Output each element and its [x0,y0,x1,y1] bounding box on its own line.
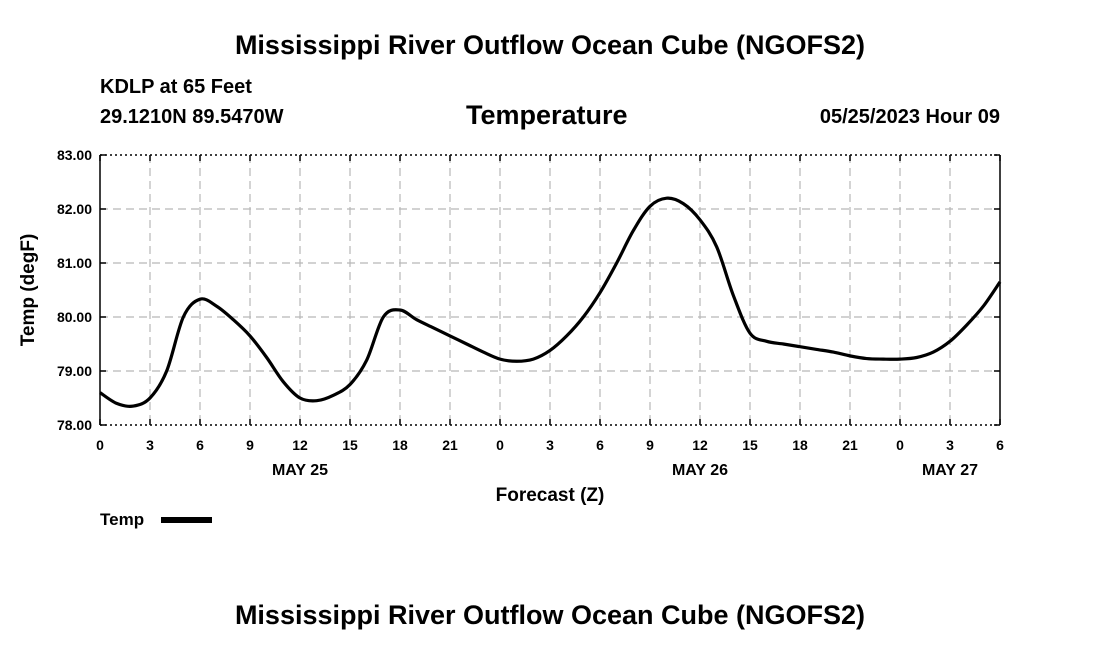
station-coordinates: 29.1210N 89.5470W [100,106,284,128]
axis-layer [99,154,1001,426]
series-line-temp [99,196,1002,408]
x-axis-title: Forecast (Z) [496,485,605,506]
date-label: MAY 26 [672,462,728,479]
x-tick-label: 0 [496,437,504,453]
date-label: MAY 25 [272,462,328,479]
y-axis-title: Temp (degF) [18,234,39,347]
grid-layer [100,155,1000,425]
x-tick-label: 21 [842,437,858,453]
x-tick-label: 15 [342,437,358,453]
x-tick-label: 6 [196,437,204,453]
x-tick-label: 0 [96,437,104,453]
legend-layer: Temp [100,510,212,529]
page-title-bottom: Mississippi River Outflow Ocean Cube (NG… [234,600,866,630]
legend-label: Temp [100,510,144,529]
station-label: KDLP at 65 Feet [100,76,252,98]
x-tick-label: 0 [896,437,904,453]
y-tick-label: 82.00 [57,201,92,217]
temperature-chart: 78.00 79.00 80.00 81.00 82.00 83.00 0 3 6 9 12 15 18… [18,147,1004,529]
x-tick-label: 3 [946,437,954,453]
x-tick-label: 12 [692,437,708,453]
y-tick-label: 83.00 [57,147,92,163]
series-layer [99,196,1002,408]
x-tick-label: 9 [646,437,654,453]
page-title: Mississippi River Outflow Ocean Cube (NG… [234,30,866,60]
x-tick-label: 21 [442,437,458,453]
x-tick-label: 3 [546,437,554,453]
x-tick-label: 9 [246,437,254,453]
x-tick-label: 12 [292,437,308,453]
x-tick-label: 6 [596,437,604,453]
y-tick-label: 79.00 [57,363,92,379]
y-tick-label: 80.00 [57,309,92,325]
chart-title: Temperature [466,100,628,130]
label-layer: 78.00 79.00 80.00 81.00 82.00 83.00 0 3 6 9 12 15 18… [18,147,1004,506]
x-tick-label: 6 [996,437,1004,453]
x-tick-label: 18 [792,437,808,453]
x-tick-label: 3 [146,437,154,453]
y-tick-label: 81.00 [57,255,92,271]
x-tick-label: 18 [392,437,408,453]
forecast-timestamp: 05/25/2023 Hour 09 [819,106,1000,128]
x-tick-label: 15 [742,437,758,453]
y-tick-label: 78.00 [57,417,92,433]
date-label: MAY 27 [922,462,978,479]
